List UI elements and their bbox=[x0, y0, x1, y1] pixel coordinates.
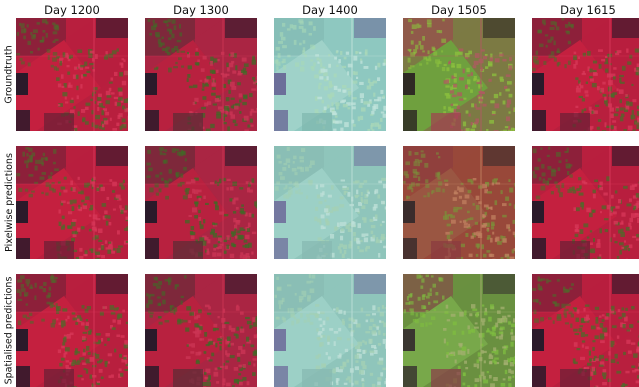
satellite-image-tile bbox=[403, 18, 515, 131]
satellite-image-tile bbox=[403, 146, 515, 259]
satellite-image-tile bbox=[274, 274, 386, 387]
satellite-image-tile bbox=[16, 18, 128, 131]
satellite-image-tile bbox=[532, 146, 639, 259]
satellite-image-tile bbox=[145, 274, 257, 387]
column-title: Day 1200 bbox=[44, 3, 100, 17]
column-title: Day 1300 bbox=[173, 3, 229, 17]
satellite-image-tile bbox=[16, 146, 128, 259]
satellite-image-tile bbox=[145, 146, 257, 259]
satellite-image-tile bbox=[274, 18, 386, 131]
satellite-image-tile bbox=[532, 18, 639, 131]
column-title: Day 1400 bbox=[302, 3, 358, 17]
column-title: Day 1615 bbox=[560, 3, 616, 17]
satellite-image-tile bbox=[16, 274, 128, 387]
satellite-image-tile bbox=[532, 274, 639, 387]
satellite-image-tile bbox=[145, 18, 257, 131]
column-title: Day 1505 bbox=[431, 3, 487, 17]
satellite-image-tile bbox=[403, 274, 515, 387]
satellite-image-tile bbox=[274, 146, 386, 259]
